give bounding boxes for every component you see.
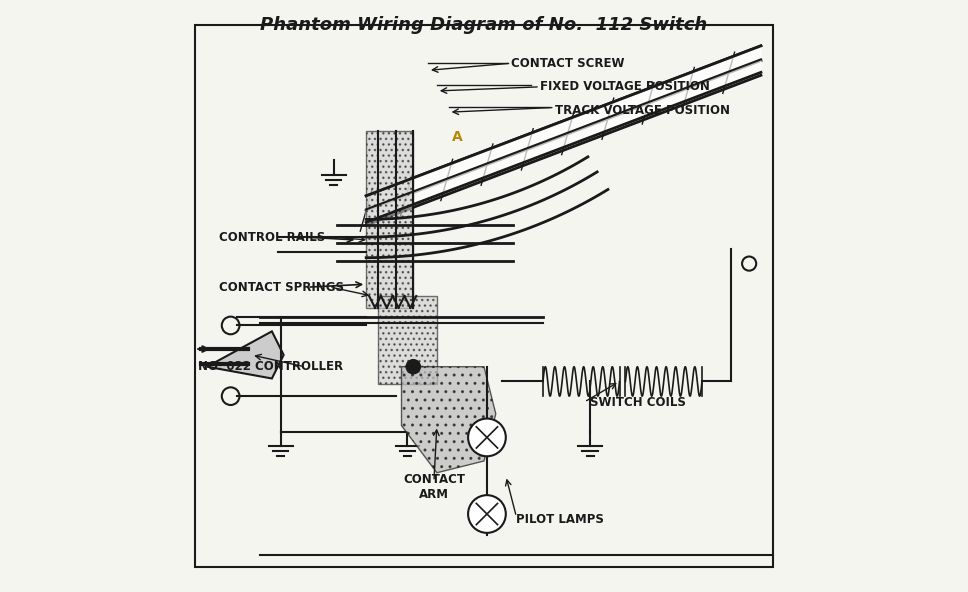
- Polygon shape: [378, 296, 437, 384]
- Text: NO. 022 CONTROLLER: NO. 022 CONTROLLER: [198, 360, 344, 373]
- Polygon shape: [366, 131, 413, 308]
- Text: CONTACT
ARM: CONTACT ARM: [403, 474, 465, 501]
- Text: CONTACT SPRINGS: CONTACT SPRINGS: [219, 281, 344, 294]
- Circle shape: [469, 419, 506, 456]
- Circle shape: [469, 495, 506, 533]
- Text: FIXED VOLTAGE POSITION: FIXED VOLTAGE POSITION: [540, 81, 710, 94]
- Polygon shape: [366, 46, 761, 223]
- Polygon shape: [402, 366, 496, 473]
- Text: CONTROL RAILS: CONTROL RAILS: [219, 230, 325, 243]
- Text: TRACK VOLTAGE POSITION: TRACK VOLTAGE POSITION: [555, 104, 730, 117]
- Text: A: A: [452, 130, 463, 144]
- Text: SWITCH COILS: SWITCH COILS: [590, 395, 686, 408]
- Text: CONTACT SCREW: CONTACT SCREW: [510, 57, 624, 70]
- Polygon shape: [207, 332, 284, 378]
- Text: PILOT LAMPS: PILOT LAMPS: [516, 513, 604, 526]
- Circle shape: [407, 359, 420, 374]
- Text: Phantom Wiring Diagram of No.  112 Switch: Phantom Wiring Diagram of No. 112 Switch: [260, 16, 708, 34]
